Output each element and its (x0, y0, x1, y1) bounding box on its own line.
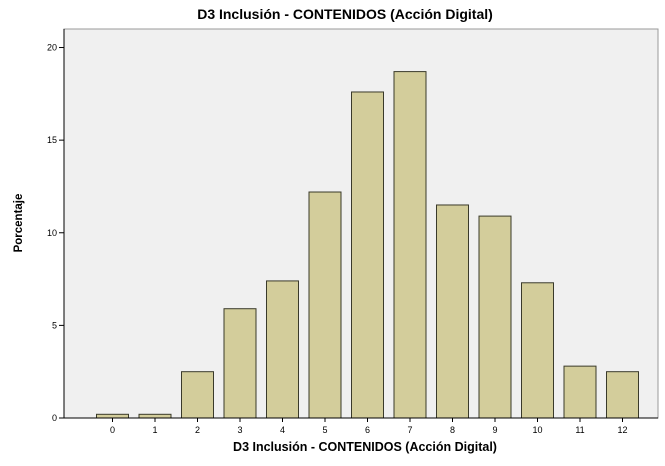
x-tick-label: 6 (365, 425, 370, 435)
bar-12 (606, 371, 639, 419)
bar-1 (138, 413, 172, 419)
x-tick-label: 0 (110, 425, 115, 435)
x-tick-label: 3 (237, 425, 242, 435)
x-axis-label: D3 Inclusión - CONTENIDOS (Acción Digita… (233, 440, 497, 454)
x-tick-label: 7 (407, 425, 412, 435)
y-tick-label: 15 (47, 135, 57, 145)
x-tick-label: 2 (195, 425, 200, 435)
x-tick-label: 5 (322, 425, 327, 435)
chart-title: D3 Inclusión - CONTENIDOS (Acción Digita… (197, 6, 493, 22)
x-tick-label: 4 (280, 425, 285, 435)
x-tick-label: 8 (450, 425, 455, 435)
bar-0 (96, 413, 129, 419)
bar-6 (351, 91, 384, 419)
bar-9 (478, 215, 512, 419)
y-axis: 0 5 10 15 20 (47, 29, 65, 423)
y-tick-label: 20 (47, 43, 57, 53)
bar-10 (521, 282, 554, 419)
x-tick-label: 10 (532, 425, 542, 435)
y-tick-label: 0 (52, 413, 57, 423)
bar-2 (181, 371, 214, 419)
x-tick-label: 1 (152, 425, 157, 435)
bar-3 (223, 308, 257, 419)
bar-7 (393, 71, 427, 419)
y-tick-label: 5 (52, 320, 57, 330)
y-axis-label: Porcentaje (13, 194, 25, 253)
x-tick-label: 12 (617, 425, 627, 435)
x-tick-label: 11 (575, 425, 584, 435)
bars-group (96, 71, 639, 419)
bar-11 (563, 365, 597, 419)
bar-4 (266, 280, 299, 419)
bar-5 (308, 191, 342, 419)
x-tick-label: 9 (492, 425, 497, 435)
y-tick-label: 10 (47, 228, 57, 238)
bar-8 (436, 204, 469, 419)
x-axis: 0 1 2 3 4 5 6 7 8 9 10 11 12 (64, 417, 658, 435)
